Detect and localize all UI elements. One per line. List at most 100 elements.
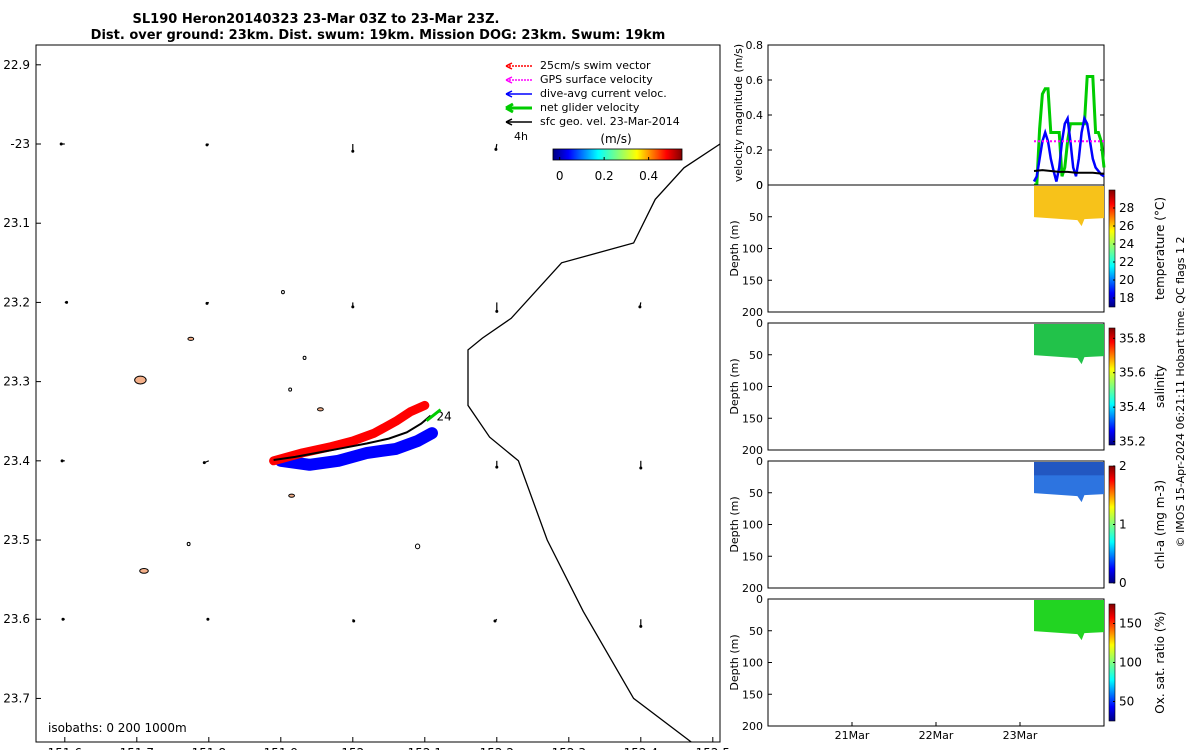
legend-item: net glider velocity [505,101,640,114]
legend-item: 25cm/s swim vector [505,59,651,72]
map-x-tick-label: 152.4 [624,746,658,750]
profile-colorbar-label: salinity [1153,365,1167,408]
profile-y-tick-label: 50 [749,349,763,362]
legend-geo-label: sfc geo. vel. 23-Mar-2014 [540,115,680,128]
profile-salinity: 0 50 100 150 200 Depth (m) 35.2 35.4 35.6 35.8 sal… [728,317,1167,457]
geo-vector-head [351,149,355,153]
profile-y-tick-label: 200 [742,720,763,733]
profile-y-tick-label: 0 [756,593,763,606]
profile-oxygen: 0 50 100 150 200 Depth (m) 50 100 150 Ox. sat. ra… [728,593,1167,742]
map-plot: 151.6 151.7 151.8 151.9 152 152.1 152.2 152.3 15… [3,44,730,754]
island-outline [288,387,293,392]
speed-colorbar-tick-label: 0.2 [595,169,614,183]
speed-colorbar-ticks: 0 0.2 0.4 [556,157,658,183]
profile-chl-a: 0 50 100 150 200 Depth (m) 0 1 2 chl-a (mg m-3) [728,455,1167,595]
map-axes-box [35,44,721,743]
island-outline [187,336,195,341]
profile-y-tick-label: 0 [756,455,763,468]
geo-vectors [59,142,643,628]
profile-colorbar-tick-label: 26 [1119,219,1134,233]
geo-vector-head [495,309,499,313]
speed-colorbar-tick-label: 0 [556,169,564,183]
map-x-tick-label: 152 [341,746,364,750]
footer-credit: © IMOS 15-Apr-2024 06:21:11 Hobart time.… [1174,237,1187,548]
velocity-panel: 0 0.2 0.4 0.6 0.8 velocity magnitude (m/s) [732,39,1106,192]
legend-swim-label: 25cm/s swim vector [540,59,651,72]
isobath-label: isobaths: 0 200 1000m [48,721,187,735]
profile-y-tick-label: 150 [742,550,763,563]
velocity-y-tick-label: 0 [756,179,763,192]
velocity-y-tick-label: 0.6 [746,74,764,87]
islands [134,290,421,574]
velocity-series-line [1032,114,1105,183]
profile-y-tick-label: 100 [742,519,763,532]
profile-y-tick-label: 100 [742,657,763,670]
map-y-tick-label: 23.2 [3,295,30,309]
profile-y-label: Depth (m) [728,358,741,414]
profile-colorbar-tick-label: 35.2 [1119,435,1146,449]
geo-vector-head [65,300,69,304]
profile-data-band [1034,324,1104,365]
profile-x-tick-label: 21Mar [835,729,870,742]
map-x-tick-label: 152.2 [480,746,514,750]
velocity-y-tick-label: 0.4 [746,109,764,122]
velocity-y-tick-label: 0.8 [746,39,764,52]
map-x-tick-label: 152.5 [696,746,730,750]
map-y-tick-label: -23 [10,137,30,151]
map-y-tick-label: 23.6 [3,612,30,626]
legend-geo-arrowhead [505,118,513,126]
map-x-tick-label: 151.6 [48,746,82,750]
profile-colorbar-tick-label: 50 [1119,695,1134,709]
profile-colorbar-tick-label: 2 [1119,459,1127,473]
legend-gps-label: GPS surface velocity [540,73,653,86]
geo-vector-head [206,617,210,621]
profile-colorbar-tick-label: 35.4 [1119,400,1146,414]
profile-y-tick-label: 200 [742,444,763,457]
legend-current-label: dive-avg current veloc. [540,87,667,100]
profile-colorbar-label: Ox. sat. ratio (%) [1153,611,1167,713]
profile-data-band-shade [1034,462,1104,476]
profile-data-band [1034,600,1104,641]
map-y-ticks: 22.9 -23 23.1 23.2 23.3 23.4 23.5 23.6 23.7 [3,58,41,705]
net-velocity-end-arrow [425,408,442,422]
profile-colorbar-label: temperature (°C) [1153,197,1167,300]
geo-vector-head [59,142,63,146]
geo-vector-head [352,619,356,623]
profile-y-label: Depth (m) [728,634,741,690]
profile-colorbar-tick-label: 28 [1119,201,1134,215]
profile-colorbar-tick-label: 22 [1119,255,1134,269]
legend-item: GPS surface velocity [505,73,653,86]
map-x-tick-label: 151.8 [192,746,226,750]
profile-x-tick-label: 23Mar [1003,729,1038,742]
velocity-series [1032,75,1106,187]
legend-item: dive-avg current veloc. [505,87,667,100]
map-x-tick-label: 151.7 [120,746,154,750]
isobath-line [467,143,721,743]
profile-colorbar [1108,327,1116,446]
profile-y-label: Depth (m) [728,496,741,552]
geo-vector-head [61,617,65,621]
map-x-tick-label: 151.9 [264,746,298,750]
profile-colorbar-tick-label: 150 [1119,617,1142,631]
profile-y-tick-label: 0 [756,179,763,192]
island-outline [134,375,147,385]
profile-y-tick-label: 50 [749,211,763,224]
velocity-axes-box [767,44,1105,186]
profile-colorbar-tick-label: 100 [1119,656,1142,670]
profile-y-tick-label: 0 [756,317,763,330]
island-outline [317,407,324,412]
speed-colorbar: (m/s) [552,132,683,183]
map-x-tick-label: 152.3 [552,746,586,750]
map-y-tick-label: 23.7 [3,691,30,705]
legend-gps-arrowhead [505,76,513,84]
island-outline [302,355,307,360]
island-outline [186,541,191,547]
island-outline [281,290,285,295]
geo-vector-head [494,147,498,151]
legend-net-label: net glider velocity [540,101,640,114]
profile-data-band [1034,186,1104,227]
profile-y-tick-label: 150 [742,688,763,701]
map-x-tick-label: 152.1 [408,746,442,750]
profile-colorbar-tick-label: 1 [1119,518,1127,532]
